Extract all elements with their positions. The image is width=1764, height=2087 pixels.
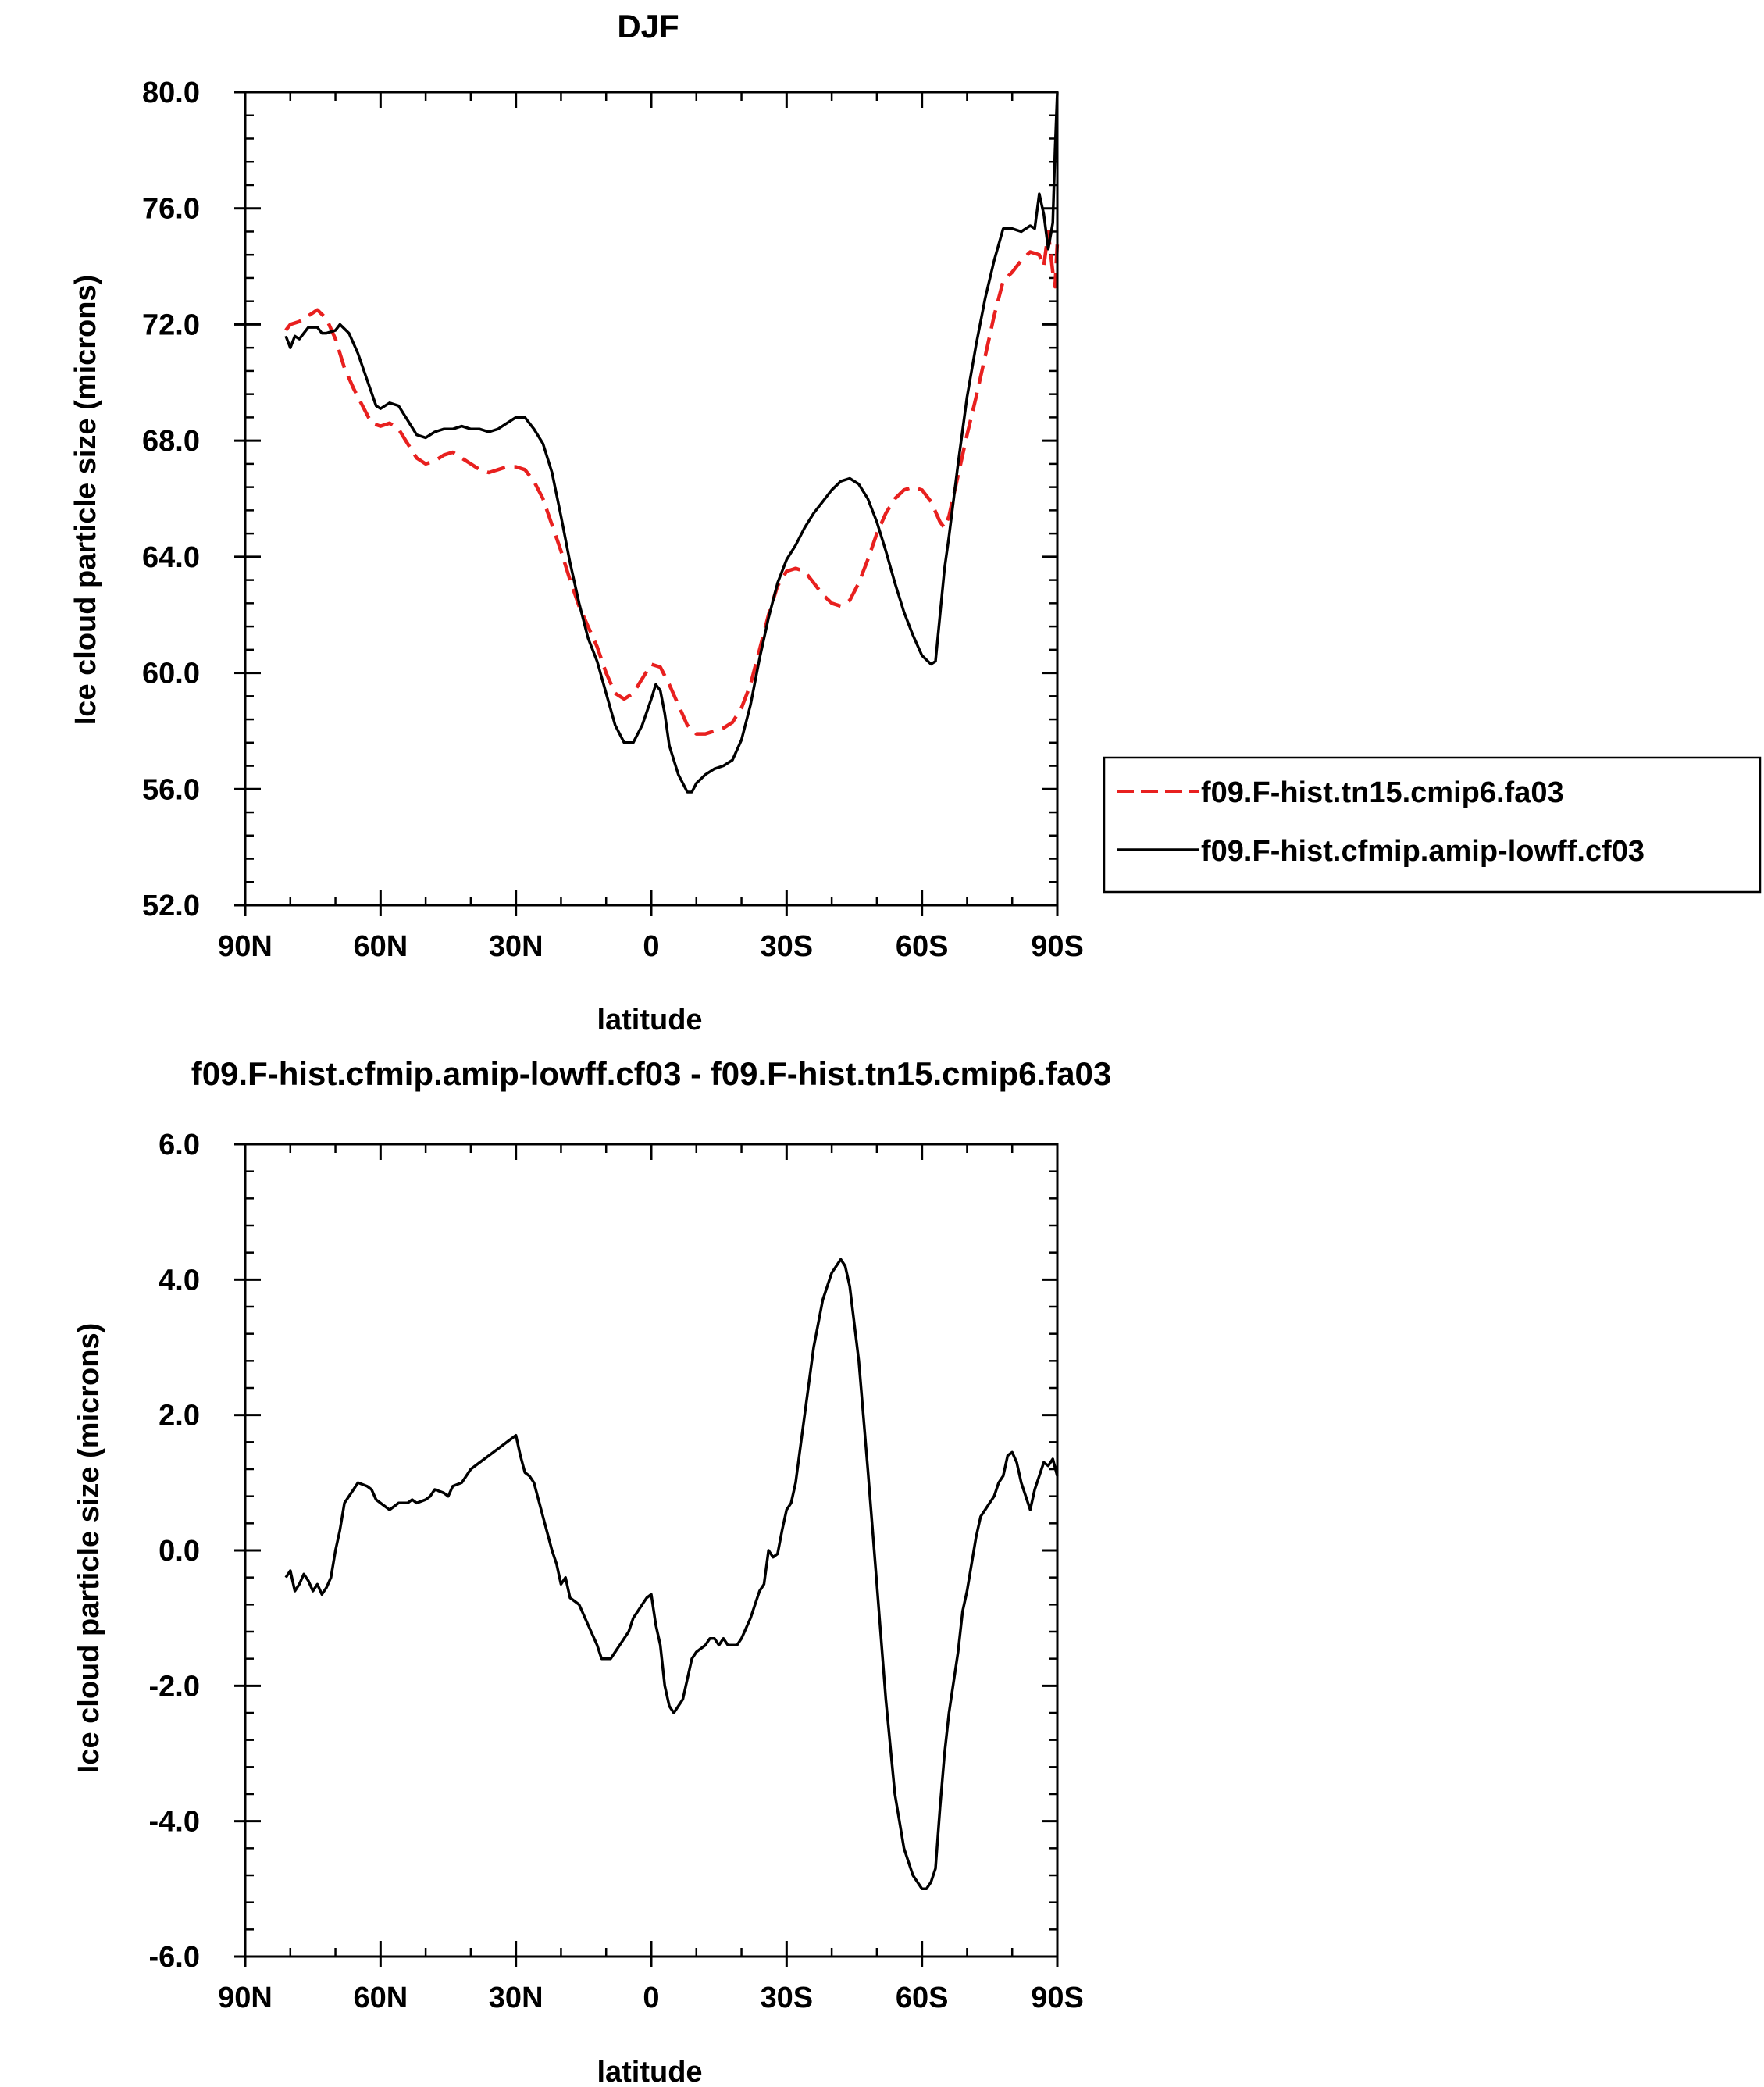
y-tick-label: 76.0 bbox=[142, 193, 200, 226]
y-tick-label: 72.0 bbox=[142, 309, 200, 341]
x-tick-label: 60S bbox=[896, 1982, 949, 2014]
x-tick-label: 60N bbox=[353, 1982, 408, 2014]
y-tick-label: 2.0 bbox=[159, 1400, 200, 1432]
x-tick-label: 90S bbox=[1031, 1982, 1084, 2014]
x-tick-label: 60N bbox=[353, 930, 408, 963]
x-tick-label: 30N bbox=[489, 1982, 543, 2014]
plot-frame bbox=[244, 1143, 1059, 1958]
series-lines bbox=[284, 91, 1060, 794]
y-axis-label: Ice cloud particle size (microns) bbox=[69, 275, 102, 726]
y-tick-label: 80.0 bbox=[142, 77, 200, 109]
x-axis-label: latitude bbox=[597, 1004, 702, 1036]
legend: f09.F-hist.tn15.cmip6.fa03 f09.F-hist.cf… bbox=[1103, 756, 1762, 894]
series-line-1 bbox=[284, 230, 1060, 736]
series-line-2 bbox=[284, 91, 1059, 794]
x-axis-label: latitude bbox=[597, 2056, 702, 2087]
y-tick-label: 0.0 bbox=[159, 1535, 200, 1568]
y-tick-label: -6.0 bbox=[149, 1941, 200, 1974]
y-axis-label: Ice cloud particle size (microns) bbox=[73, 1323, 105, 1774]
djf-line-chart: DJF Ice cloud particle size (microns) la… bbox=[69, 8, 1762, 1036]
y-tick-label: -4.0 bbox=[149, 1806, 200, 1839]
x-tick-label: 90N bbox=[218, 930, 273, 963]
x-tick-label: 30S bbox=[761, 930, 814, 963]
difference-line-chart: f09.F-hist.cfmip.amip-lowff.cf03 - f09.F… bbox=[73, 1055, 1111, 2087]
series-lines bbox=[284, 1258, 1059, 1891]
y-tick-label: 4.0 bbox=[159, 1264, 200, 1297]
x-tick-label: 90S bbox=[1031, 930, 1084, 963]
chart-title: f09.F-hist.cfmip.amip-lowff.cf03 - f09.F… bbox=[191, 1055, 1112, 1092]
x-tick-label: 0 bbox=[643, 1982, 659, 2014]
y-tick-label: 64.0 bbox=[142, 541, 200, 574]
axis-ticks: 90N 60N 30N 0 30S 60S 90S -6.0 -4.0 -2.0 0.0 2.0 4.0… bbox=[149, 1129, 1084, 2014]
legend-entry-cf03: f09.F-hist.cfmip.amip-lowff.cf03 bbox=[1201, 835, 1645, 868]
x-tick-label: 60S bbox=[896, 930, 949, 963]
y-tick-label: 60.0 bbox=[142, 658, 200, 690]
legend-entry-fa03: f09.F-hist.tn15.cmip6.fa03 bbox=[1201, 776, 1564, 809]
x-tick-label: 0 bbox=[643, 930, 659, 963]
plot-frame bbox=[244, 91, 1059, 907]
y-tick-label: 68.0 bbox=[142, 425, 200, 458]
y-tick-label: 52.0 bbox=[142, 890, 200, 922]
chart-title: DJF bbox=[617, 8, 679, 45]
x-tick-label: 30S bbox=[761, 1982, 814, 2014]
x-tick-label: 30N bbox=[489, 930, 543, 963]
series-line-1 bbox=[284, 1258, 1059, 1891]
y-tick-label: 6.0 bbox=[159, 1129, 200, 1161]
y-tick-label: 56.0 bbox=[142, 773, 200, 806]
x-tick-label: 90N bbox=[218, 1982, 273, 2014]
y-tick-label: -2.0 bbox=[149, 1670, 200, 1703]
legend-box bbox=[1103, 756, 1762, 894]
axis-ticks: 90N 60N 30N 0 30S 60S 90S 52.0 56.0 60.0 64.0 68.0 7… bbox=[142, 77, 1084, 963]
